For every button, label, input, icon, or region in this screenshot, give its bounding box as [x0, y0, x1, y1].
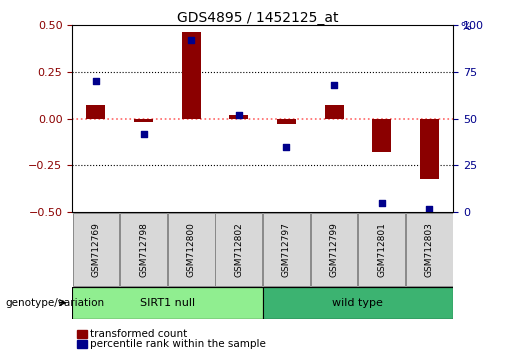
- Bar: [77, 330, 87, 338]
- Text: GSM712800: GSM712800: [187, 222, 196, 277]
- FancyBboxPatch shape: [406, 213, 453, 286]
- Text: percentile rank within the sample: percentile rank within the sample: [90, 339, 266, 349]
- Text: GSM712798: GSM712798: [139, 222, 148, 277]
- Point: [282, 144, 290, 149]
- Point: [425, 206, 434, 211]
- FancyBboxPatch shape: [120, 213, 167, 286]
- Text: genotype/variation: genotype/variation: [5, 298, 104, 308]
- FancyBboxPatch shape: [263, 287, 453, 319]
- Bar: [134, 119, 153, 122]
- Bar: [229, 115, 248, 119]
- FancyBboxPatch shape: [73, 213, 119, 286]
- FancyBboxPatch shape: [263, 213, 310, 286]
- Text: transformed count: transformed count: [90, 329, 187, 339]
- FancyBboxPatch shape: [358, 213, 405, 286]
- Text: GSM712769: GSM712769: [92, 222, 100, 277]
- Text: GSM712801: GSM712801: [377, 222, 386, 277]
- Bar: [87, 105, 106, 119]
- Bar: [324, 105, 344, 119]
- Text: GSM712803: GSM712803: [425, 222, 434, 277]
- Point: [235, 112, 243, 118]
- Text: SIRT1 null: SIRT1 null: [140, 298, 195, 308]
- FancyBboxPatch shape: [311, 213, 357, 286]
- Text: %: %: [460, 22, 471, 32]
- Text: GSM712799: GSM712799: [330, 222, 338, 277]
- Text: GSM712802: GSM712802: [234, 222, 243, 277]
- Bar: [372, 119, 391, 152]
- Bar: [77, 340, 87, 348]
- Point: [140, 131, 148, 136]
- Bar: [182, 32, 201, 119]
- Text: GDS4895 / 1452125_at: GDS4895 / 1452125_at: [177, 11, 338, 25]
- FancyBboxPatch shape: [168, 213, 215, 286]
- Bar: [420, 119, 439, 179]
- FancyBboxPatch shape: [215, 213, 262, 286]
- Bar: [277, 119, 296, 124]
- Point: [187, 37, 195, 42]
- FancyBboxPatch shape: [72, 287, 263, 319]
- Point: [377, 200, 386, 206]
- Point: [330, 82, 338, 88]
- Text: GSM712797: GSM712797: [282, 222, 291, 277]
- Point: [92, 78, 100, 84]
- Text: wild type: wild type: [333, 298, 383, 308]
